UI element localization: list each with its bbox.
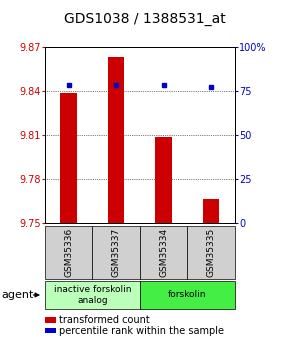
- Text: inactive forskolin
analog: inactive forskolin analog: [54, 285, 131, 305]
- Text: GSM35334: GSM35334: [159, 228, 168, 277]
- Text: forskolin: forskolin: [168, 290, 207, 299]
- Bar: [203, 199, 220, 223]
- Bar: [108, 57, 124, 223]
- Bar: [155, 138, 172, 223]
- Text: GSM35335: GSM35335: [207, 228, 216, 277]
- Text: agent: agent: [1, 290, 34, 300]
- Bar: [60, 93, 77, 223]
- Text: GSM35337: GSM35337: [112, 228, 121, 277]
- Text: percentile rank within the sample: percentile rank within the sample: [59, 326, 224, 335]
- Text: GDS1038 / 1388531_at: GDS1038 / 1388531_at: [64, 12, 226, 26]
- Text: transformed count: transformed count: [59, 315, 150, 325]
- Text: GSM35336: GSM35336: [64, 228, 73, 277]
